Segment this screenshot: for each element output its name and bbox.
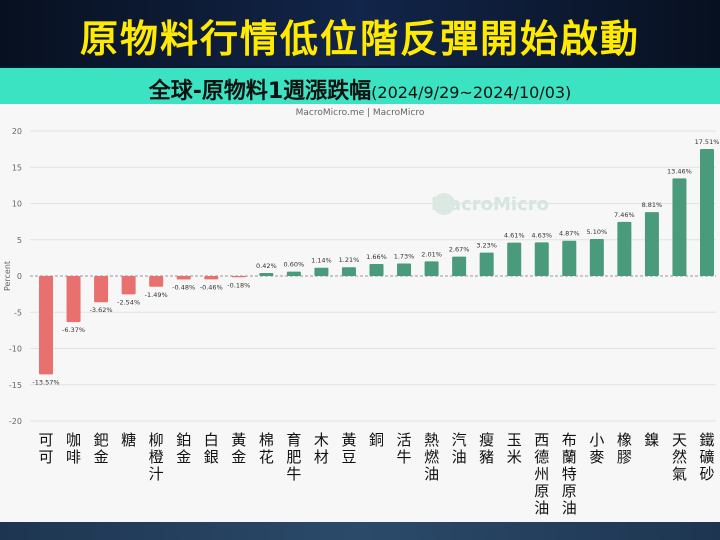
- bar: [149, 276, 164, 287]
- data-label: -0.46%: [200, 283, 223, 291]
- category-label: 小麥: [589, 431, 605, 466]
- bar: [314, 267, 329, 276]
- category-label: 糖: [121, 431, 137, 449]
- data-label: 2.67%: [449, 246, 470, 254]
- bar: [589, 239, 604, 276]
- bar: [452, 256, 467, 276]
- bar: [424, 261, 439, 276]
- y-axis-label: Percent: [3, 261, 12, 291]
- bar: [700, 149, 714, 276]
- y-tick-label: -10: [9, 345, 22, 354]
- bar-chart: MacroMicro 20 15 10 5 0 -5 -10 -15 -20 Percent -13.…: [3, 127, 720, 426]
- category-label: 鉑金: [176, 431, 192, 466]
- bar: [39, 276, 53, 375]
- bar: [94, 276, 109, 303]
- y-tick-label: -20: [9, 417, 22, 426]
- category-label: 鈀金: [93, 431, 109, 466]
- category-label: 熱燃油: [424, 431, 440, 483]
- data-label: 5.10%: [587, 228, 608, 236]
- data-label: -2.54%: [117, 298, 140, 306]
- bar: [617, 221, 632, 276]
- data-label: 3.23%: [476, 242, 497, 250]
- bar: [204, 276, 219, 280]
- bar: [479, 252, 494, 276]
- data-label: -1.49%: [145, 291, 168, 299]
- category-label: 汽油: [451, 431, 467, 466]
- data-label: 0.42%: [256, 262, 277, 270]
- data-label: 2.01%: [421, 250, 442, 258]
- category-label: 天然氣: [671, 431, 687, 483]
- category-label: 瘦豬: [479, 431, 495, 466]
- chart-title: 全球-原物料1週漲跌幅(2024/9/29~2024/10/03): [0, 73, 720, 105]
- data-label: 4.87%: [559, 230, 580, 238]
- data-label: 1.73%: [394, 252, 415, 260]
- category-label: 銅: [368, 431, 384, 449]
- category-label: 育肥牛: [286, 431, 302, 483]
- data-label: -13.57%: [32, 378, 59, 386]
- data-label: 1.66%: [366, 253, 387, 261]
- bar: [644, 212, 659, 276]
- y-tick-label: -5: [14, 308, 22, 317]
- category-label: 木材: [313, 431, 329, 466]
- category-label: 黃金: [231, 431, 247, 466]
- y-tick-label: 20: [12, 127, 22, 136]
- bar: [369, 263, 384, 276]
- bar: [121, 276, 136, 295]
- bar: [341, 267, 356, 276]
- category-label: 黃豆: [341, 431, 357, 466]
- data-label: 0.60%: [284, 261, 305, 269]
- category-label: 白銀: [203, 431, 219, 466]
- category-label: 布蘭特原油: [561, 431, 577, 517]
- bar: [507, 242, 522, 276]
- bottom-strip: [0, 522, 720, 540]
- data-label: 1.21%: [339, 256, 360, 264]
- data-label: -3.62%: [90, 306, 113, 314]
- banner-title: 原物料行情低位階反彈開始啟動: [79, 17, 640, 61]
- bar: [66, 276, 81, 323]
- watermark: MacroMicro: [431, 194, 549, 215]
- chart-title-text: 全球-原物料1週漲跌幅: [148, 79, 372, 104]
- bar: [286, 271, 301, 276]
- y-tick-label: -15: [9, 381, 22, 390]
- bar: [562, 240, 577, 276]
- y-tick-label: 10: [12, 200, 22, 209]
- data-label: 13.46%: [667, 167, 692, 175]
- banner: 原物料行情低位階反彈開始啟動: [0, 0, 720, 66]
- chart-area: MacroMicro.me | MacroMicro MacroMicro 20 1…: [0, 104, 720, 522]
- data-label: 4.61%: [504, 232, 525, 240]
- data-label: -6.37%: [62, 326, 85, 334]
- date-range: (2024/9/29~2024/10/03): [371, 83, 572, 102]
- data-label: 4.63%: [531, 231, 552, 239]
- category-label: 活牛: [396, 431, 412, 466]
- bar: [231, 276, 246, 278]
- category-label: 棉花: [258, 431, 274, 466]
- y-tick-label: 0: [17, 272, 22, 281]
- category-label: 咖啡: [66, 431, 82, 466]
- y-tick-label: 5: [17, 236, 22, 245]
- y-tick-label: 15: [12, 163, 22, 172]
- category-label: 可可: [38, 431, 54, 466]
- data-label: 8.81%: [642, 201, 663, 209]
- category-label: 玉米: [506, 431, 522, 466]
- category-label: 鐵礦砂: [699, 431, 715, 483]
- category-label: 鎳: [644, 431, 660, 449]
- category-label: 柳橙汁: [148, 431, 164, 483]
- chart-header: 全球-原物料1週漲跌幅(2024/9/29~2024/10/03): [0, 68, 720, 104]
- bar: [672, 178, 687, 276]
- chart-credit: MacroMicro.me | MacroMicro: [295, 108, 425, 118]
- data-label: 1.14%: [311, 257, 332, 265]
- data-label: 7.46%: [614, 211, 635, 219]
- data-label: -0.18%: [227, 281, 250, 289]
- bar: [534, 242, 549, 276]
- category-label: 橡膠: [616, 431, 632, 466]
- bar: [176, 276, 191, 280]
- category-label: 西德州原油: [534, 431, 550, 517]
- bar: [397, 263, 412, 276]
- bar: [259, 272, 274, 276]
- data-label: 17.51%: [695, 138, 720, 146]
- data-label: -0.48%: [172, 283, 195, 291]
